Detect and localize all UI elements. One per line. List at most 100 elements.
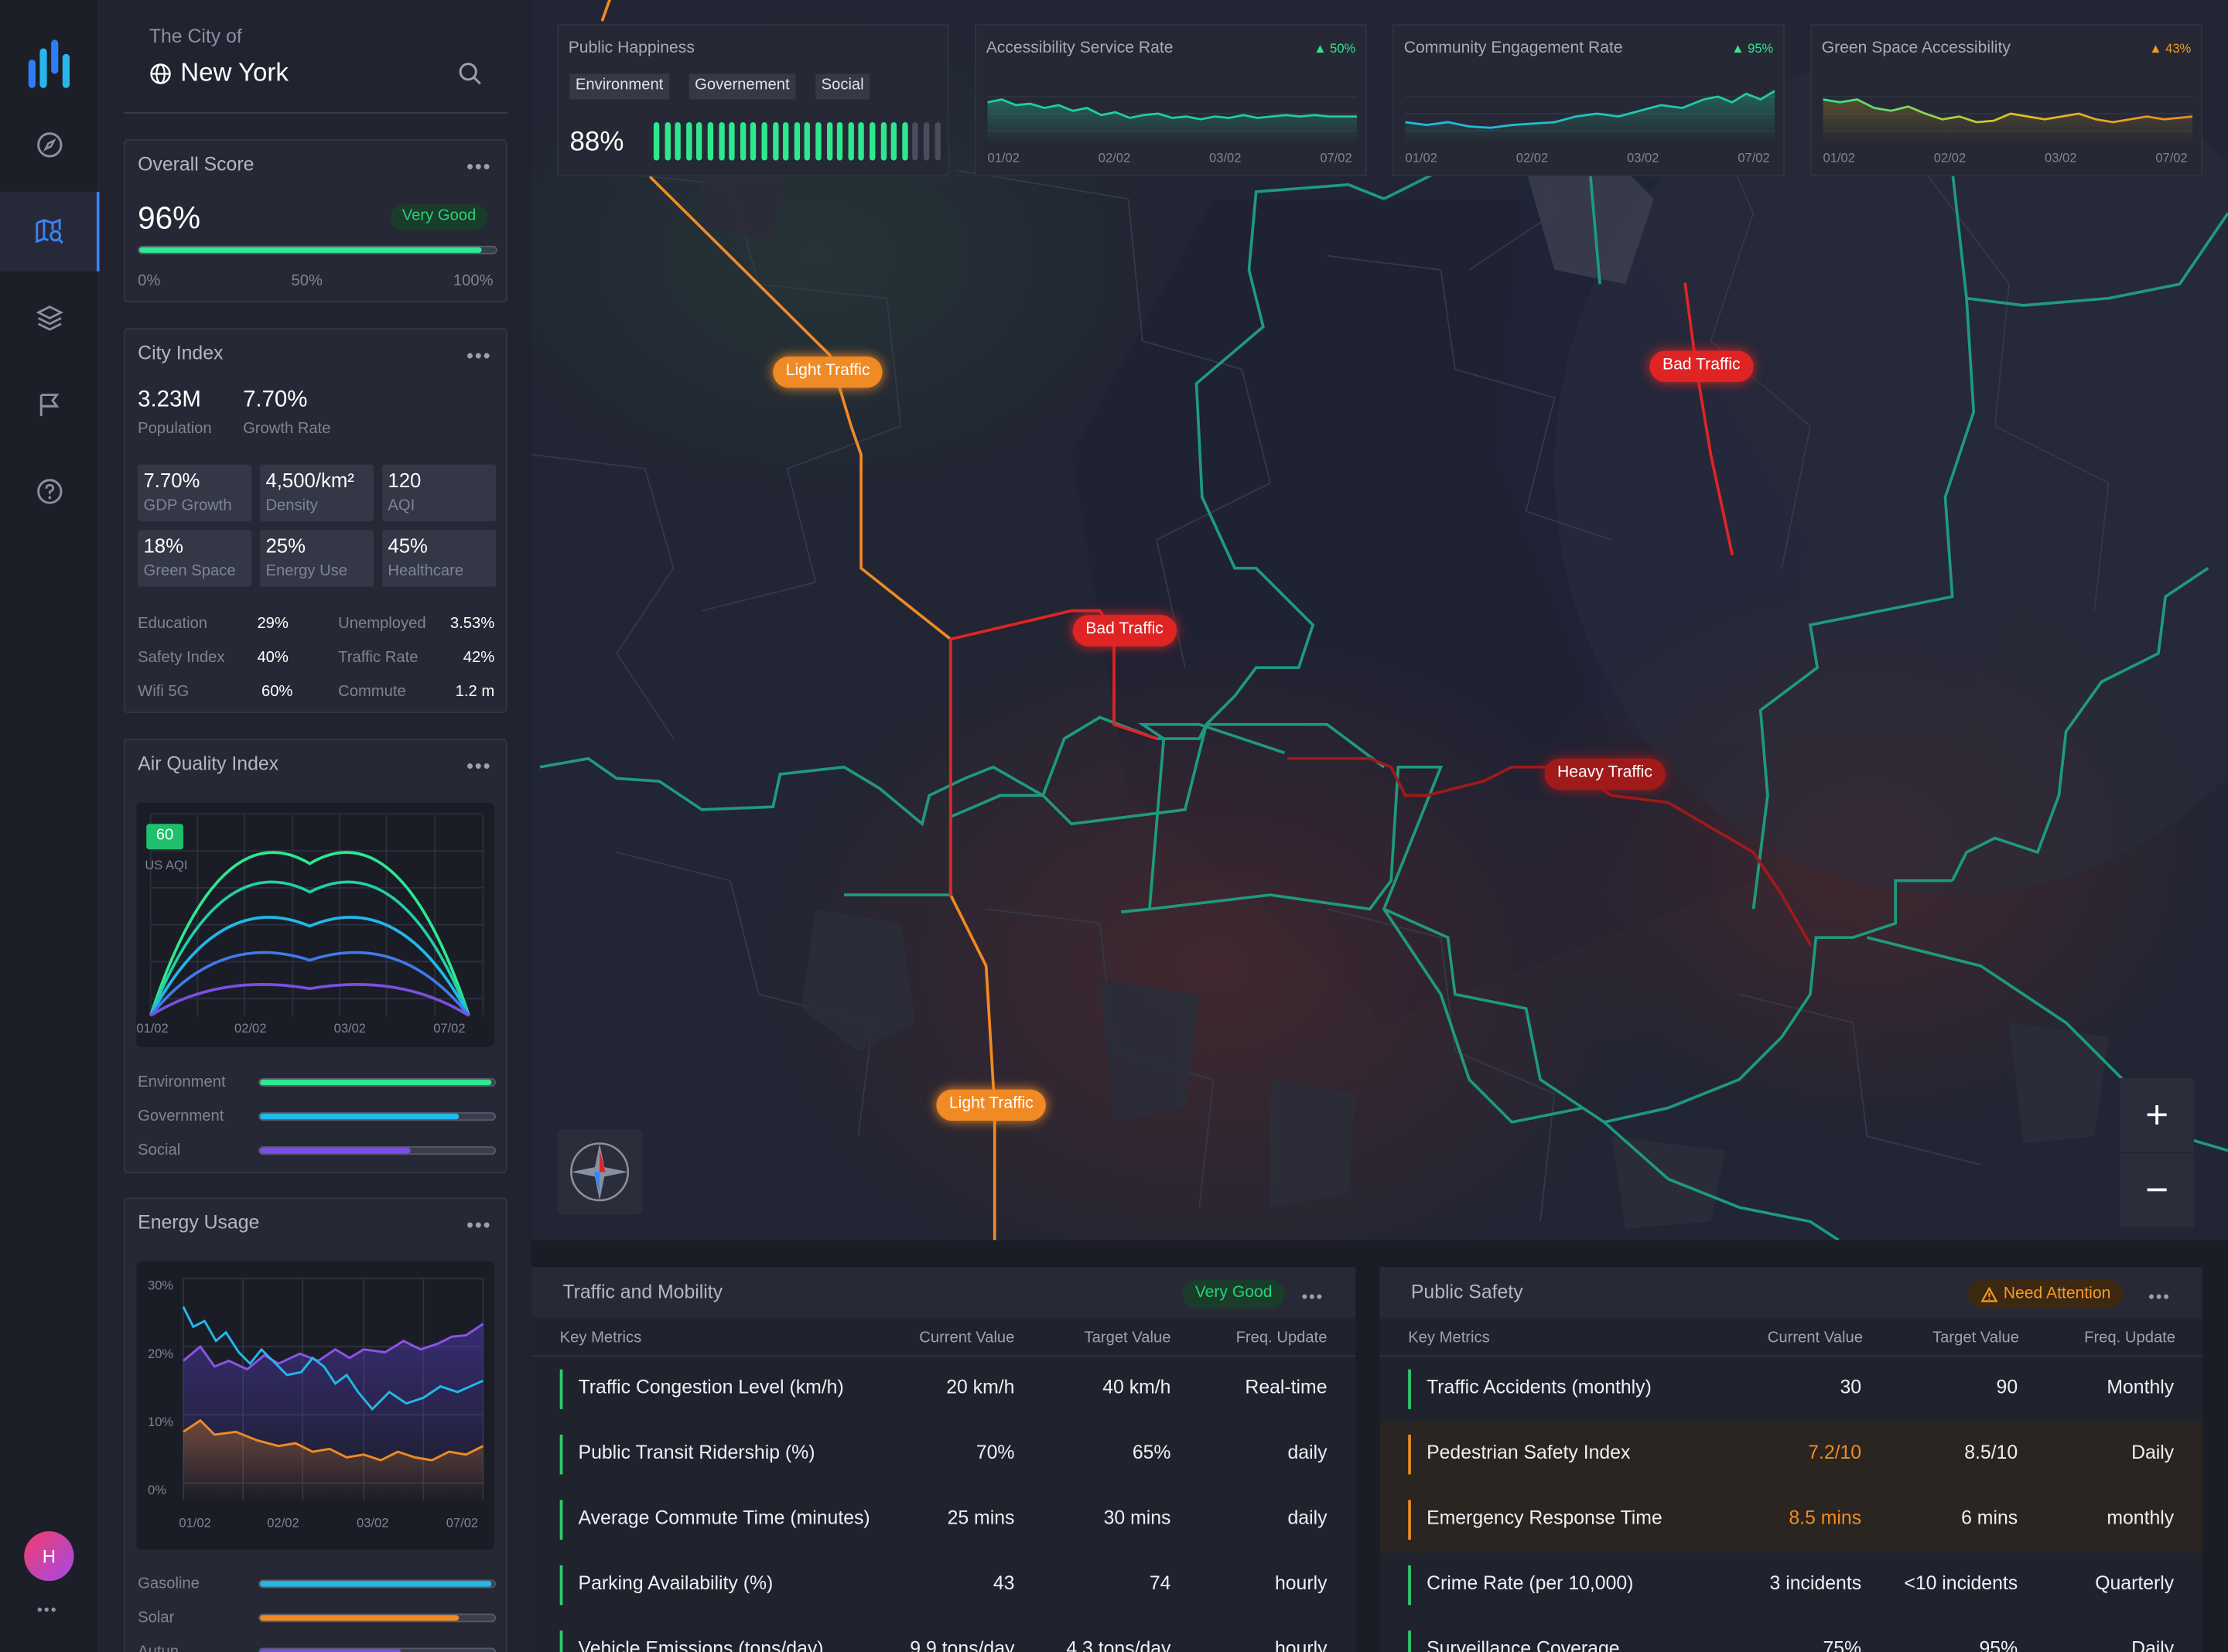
green-space-card: Green Space Accessibility ▲ 43% 01/02 02… [1809,24,2202,176]
more-icon[interactable]: ••• [36,1602,58,1620]
traffic-label[interactable]: Light Traffic [936,1089,1047,1121]
flag-icon[interactable] [0,365,100,445]
map-search-icon[interactable] [0,191,100,271]
help-icon[interactable] [0,452,100,531]
zoom-out-button[interactable]: − [2120,1153,2194,1227]
tag-government[interactable]: Governement [689,73,795,100]
traffic-label[interactable]: Bad Traffic [1649,350,1754,383]
target-value-cell: 4.3 tons/day [1066,1637,1171,1652]
city-index-card: City Index ••• 3.23M Population 7.70% Gr… [123,328,507,713]
traffic-label[interactable]: Light Traffic [773,356,883,388]
stat-cell: 45% Healthcare [382,530,497,587]
city-selector[interactable]: New York [149,58,289,88]
energy-bar [258,1647,497,1652]
column-header: Freq. Update [1235,1329,1328,1347]
tick-label: 03/02 [357,1515,389,1531]
compass-icon[interactable] [0,105,100,185]
current-value-cell: 8.5 mins [1789,1507,1862,1529]
traffic-label[interactable]: Bad Traffic [1072,615,1177,647]
table-row[interactable]: Parking Availability (%) 43 74 hourly [531,1552,1355,1617]
metric-cell: Traffic Congestion Level (km/h) [578,1376,844,1398]
sparkline [1405,90,1775,142]
metric-cell: Public Transit Ridership (%) [578,1442,815,1463]
frequency-cell: Quarterly [2095,1572,2175,1594]
table-row[interactable]: Traffic Congestion Level (km/h) 20 km/h 40… [531,1357,1355,1422]
table-title: Public Safety [1410,1281,1523,1303]
column-header: Freq. Update [2084,1329,2176,1347]
aqi-value-badge: 60 [146,824,183,850]
table-title: Traffic and Mobility [562,1281,723,1303]
metric-cell: Surveillance Coverage [1427,1637,1620,1652]
air-quality-title: Air Quality Index [138,753,279,774]
tick-label: 01/02 [179,1515,211,1531]
bar-label: Solar [138,1609,175,1626]
traffic-label[interactable]: Heavy Traffic [1544,758,1666,790]
table-row[interactable]: Pedestrian Safety Index 7.2/10 8.5/10 Daily [1379,1422,2202,1487]
search-icon[interactable] [457,61,483,94]
metric-cell: Vehicle Emissions (tons/day) [578,1637,824,1652]
tick-label: 50% [291,272,323,290]
table-row[interactable]: Crime Rate (per 10,000) 3 incidents <10 in… [1379,1552,2202,1617]
table-row[interactable]: Traffic Accidents (monthly) 30 90 Monthly [1379,1357,2202,1422]
table-row[interactable]: Vehicle Emissions (tons/day) 9.9 tons/day… [531,1618,1355,1652]
kpi-title: Green Space Accessibility [1821,39,2011,57]
metric-cell: Parking Availability (%) [578,1572,774,1594]
stat-value: 120 [388,469,422,492]
bar-fill [260,1615,460,1621]
frequency-cell: daily [1287,1442,1328,1463]
target-value-cell: 74 [1149,1572,1171,1594]
metric-label: Education [138,615,208,633]
more-icon[interactable]: ••• [466,155,492,178]
divider [123,112,507,114]
metric-value: 60% [261,683,293,701]
population-value: 3.23M [138,387,201,412]
city-subtitle: The City of [149,26,242,47]
meter-segment [870,121,876,161]
target-value-cell: 8.5/10 [1964,1442,2018,1463]
tick-label: 30% [148,1278,174,1293]
city-map[interactable]: Light Traffic Bad Traffic Bad Traffic He… [531,0,2228,1241]
metric-label: Commute [338,683,406,701]
tick-label: 01/02 [136,1021,169,1036]
status-text: Need Attention [2003,1285,2111,1303]
table-row[interactable]: Public Transit Ridership (%) 70% 65% daily [531,1422,1355,1486]
sparkline [987,95,1358,142]
compass-icon[interactable] [556,1129,643,1215]
table-row[interactable]: Surveillance Coverage 75% 95% Daily [1379,1618,2202,1652]
metric-cell: Average Commute Time (minutes) [578,1507,870,1529]
tag-environment[interactable]: Environment [569,73,669,100]
bar-label: Gasoline [138,1575,200,1592]
avatar[interactable]: H [24,1531,74,1582]
bar-label: Social [138,1142,181,1159]
tag-social[interactable]: Social [815,73,870,100]
city-analytics-logo[interactable] [26,39,73,90]
meter-segment [805,121,811,161]
tick-label: 01/02 [1823,150,1855,166]
overall-score-bar [138,245,497,254]
aqi-unit: US AQI [145,858,188,872]
bar-fill [260,1581,493,1587]
row-status-bar [559,1369,563,1409]
more-icon[interactable]: ••• [466,1213,492,1236]
current-value-cell: 25 mins [947,1507,1015,1529]
row-status-bar [1408,1630,1411,1652]
zoom-in-button[interactable]: + [2120,1078,2194,1152]
more-icon[interactable]: ••• [1301,1286,1324,1307]
tick-label: 100% [453,272,494,290]
metric-cell: Traffic Accidents (monthly) [1427,1376,1652,1398]
energy-usage-title: Energy Usage [138,1211,260,1234]
metric-value: 40% [257,649,289,667]
population-label: Population [138,420,212,438]
meter-segment [653,121,660,161]
more-icon[interactable]: ••• [2148,1286,2171,1307]
table-row[interactable]: Average Commute Time (minutes) 25 mins 30 … [531,1487,1355,1552]
more-icon[interactable]: ••• [466,754,492,777]
stat-value: 25% [265,534,306,557]
more-icon[interactable]: ••• [466,343,492,367]
overall-score-value: 96% [138,200,201,236]
meter-segment [707,121,714,161]
meter-segment [826,121,832,161]
target-value-cell: 95% [1979,1637,2018,1652]
layers-icon[interactable] [0,278,100,358]
table-row[interactable]: Emergency Response Time 8.5 mins 6 mins mon… [1379,1486,2202,1553]
